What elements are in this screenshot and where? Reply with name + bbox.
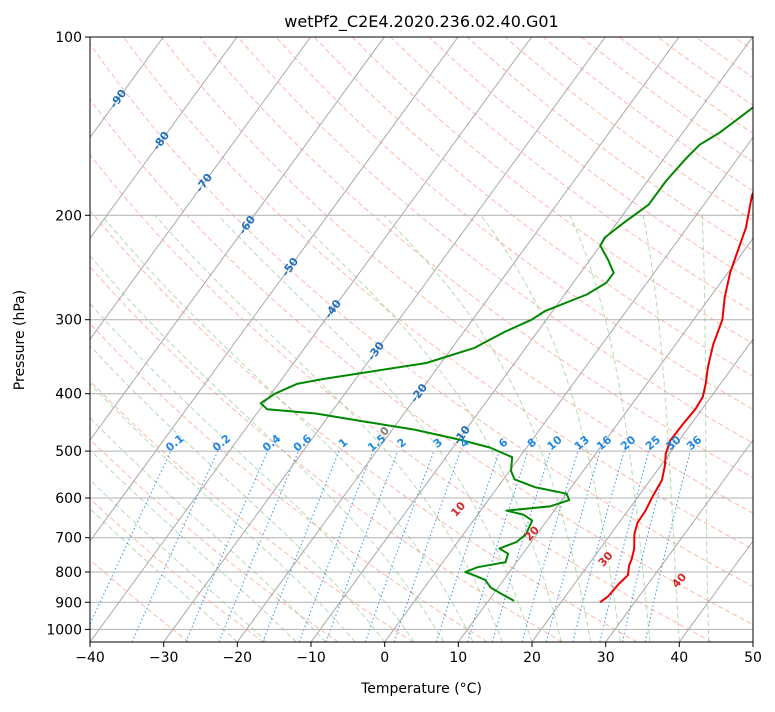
x-tick-label: 30 [597, 650, 615, 666]
x-tick-label: 40 [670, 650, 688, 666]
x-tick-label: 20 [523, 650, 541, 666]
y-tick-label: 1000 [46, 622, 82, 638]
y-tick-label: 800 [55, 565, 82, 581]
y-tick-label: 600 [55, 491, 82, 507]
y-axis-label: Pressure (hPa) [12, 290, 28, 390]
y-tick-label: 700 [55, 531, 82, 547]
x-tick-label: 0 [380, 650, 389, 666]
x-tick-label: −40 [75, 650, 105, 666]
y-tick-label: 200 [55, 208, 82, 224]
x-tick-label: −10 [296, 650, 326, 666]
y-tick-label: 900 [55, 595, 82, 611]
y-tick-label: 500 [55, 444, 82, 460]
y-tick-label: 100 [55, 30, 82, 46]
x-tick-label: 50 [744, 650, 762, 666]
y-tick-label: 400 [55, 387, 82, 403]
x-tick-label: 10 [449, 650, 467, 666]
x-tick-label: −30 [149, 650, 179, 666]
y-tick-label: 300 [55, 313, 82, 329]
chart-title: wetPf2_C2E4.2020.236.02.40.G01 [284, 12, 558, 32]
x-tick-label: −20 [223, 650, 253, 666]
x-axis-label: Temperature (°C) [360, 681, 482, 697]
